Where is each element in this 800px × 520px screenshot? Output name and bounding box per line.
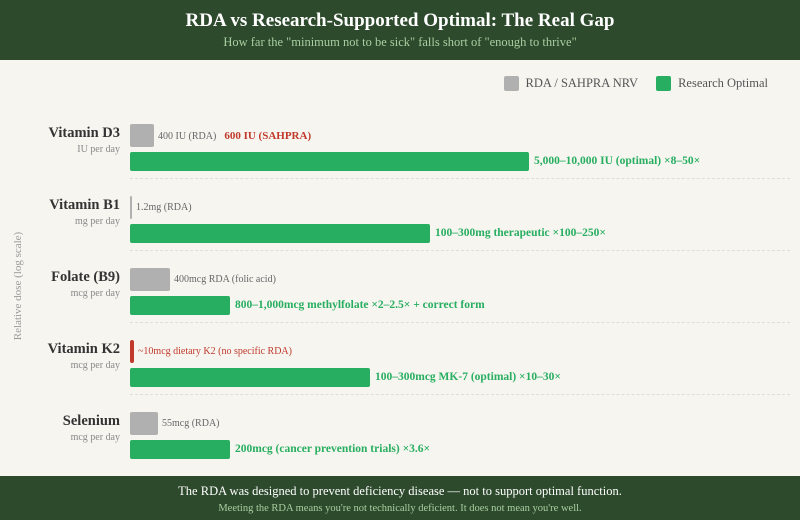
chart-title: RDA vs Research-Supported Optimal: The R… [185, 10, 615, 31]
optimal-bar [130, 440, 230, 459]
footer-line2: Meeting the RDA means you're not technic… [218, 503, 582, 514]
nutrient-unit: mg per day [75, 216, 120, 227]
row-separator [130, 322, 790, 323]
nutrient-unit: mcg per day [70, 432, 120, 443]
rda-label: 55mcg (RDA) [162, 418, 220, 429]
optimal-label: 200mcg (cancer prevention trials) ×3.6× [235, 443, 431, 455]
footer-line1: The RDA was designed to prevent deficien… [178, 484, 622, 498]
rda-label-sahpra: 600 IU (SAHPRA) [224, 130, 312, 142]
rda-label: ~10mcg dietary K2 (no specific RDA) [138, 346, 292, 357]
optimal-bar [130, 296, 230, 315]
row-label: Vitamin D3 IU per day [48, 125, 120, 155]
optimal-label: 100–300mcg MK-7 (optimal) ×10–30× [375, 371, 561, 383]
chart-subtitle: How far the "minimum not to be sick" fal… [223, 35, 577, 49]
nutrient-unit: mcg per day [70, 360, 120, 371]
rda-bar [130, 196, 132, 219]
legend-swatch-optimal [656, 76, 672, 91]
rda-bar [130, 268, 170, 291]
optimal-label: 5,000–10,000 IU (optimal) ×8–50× [534, 155, 701, 167]
optimal-label: 100–300mg therapeutic ×100–250× [435, 227, 606, 239]
rda-label: 400 IU (RDA) [158, 131, 217, 142]
y-axis-label: Relative dose (log scale) [12, 231, 24, 341]
optimal-bar [130, 152, 529, 171]
header: RDA vs Research-Supported Optimal: The R… [0, 0, 800, 60]
nutrient-name: Selenium [62, 413, 120, 429]
nutrient-name: Vitamin K2 [47, 341, 120, 357]
row-label: Vitamin K2 mcg per day [48, 341, 120, 371]
nutrient-name: Vitamin D3 [48, 125, 120, 141]
optimal-bar [130, 224, 430, 243]
optimal-bar [130, 368, 370, 387]
rda-label-group: 400 IU (RDA) 600 IU (SAHPRA) [158, 130, 311, 142]
nutrient-name: Folate (B9) [51, 269, 120, 285]
rda-label: 400mcg RDA (folic acid) [174, 274, 276, 285]
nutrient-name: Vitamin B1 [49, 197, 120, 213]
row-label: Folate (B9) mcg per day [51, 269, 120, 299]
row-separator [130, 394, 790, 395]
rda-label-group: 400mcg RDA (folic acid) [174, 274, 276, 285]
legend: RDA / SAHPRA NRV Research Optimal [486, 76, 768, 91]
rda-label-group: 55mcg (RDA) [162, 418, 220, 429]
rda-label-group: ~10mcg dietary K2 (no specific RDA) [138, 346, 292, 357]
row-label: Selenium mcg per day [63, 413, 120, 443]
legend-swatch-rda [503, 76, 519, 91]
optimal-label: 800–1,000mcg methylfolate ×2–2.5× + corr… [235, 299, 485, 311]
row-separator [130, 250, 790, 251]
footer: The RDA was designed to prevent deficien… [0, 476, 800, 520]
nutrient-unit: mcg per day [70, 288, 120, 299]
nutrient-unit: IU per day [77, 144, 120, 155]
rda-label-group: 1.2mg (RDA) [136, 202, 192, 213]
rda-bar [130, 340, 134, 363]
row-separator [130, 178, 790, 179]
rda-bar [130, 124, 154, 147]
row-label: Vitamin B1 mg per day [49, 197, 120, 227]
legend-label-rda: RDA / SAHPRA NRV [525, 76, 639, 90]
legend-label-optimal: Research Optimal [678, 76, 768, 90]
rda-bar [130, 412, 158, 435]
rda-label: 1.2mg (RDA) [136, 202, 192, 213]
